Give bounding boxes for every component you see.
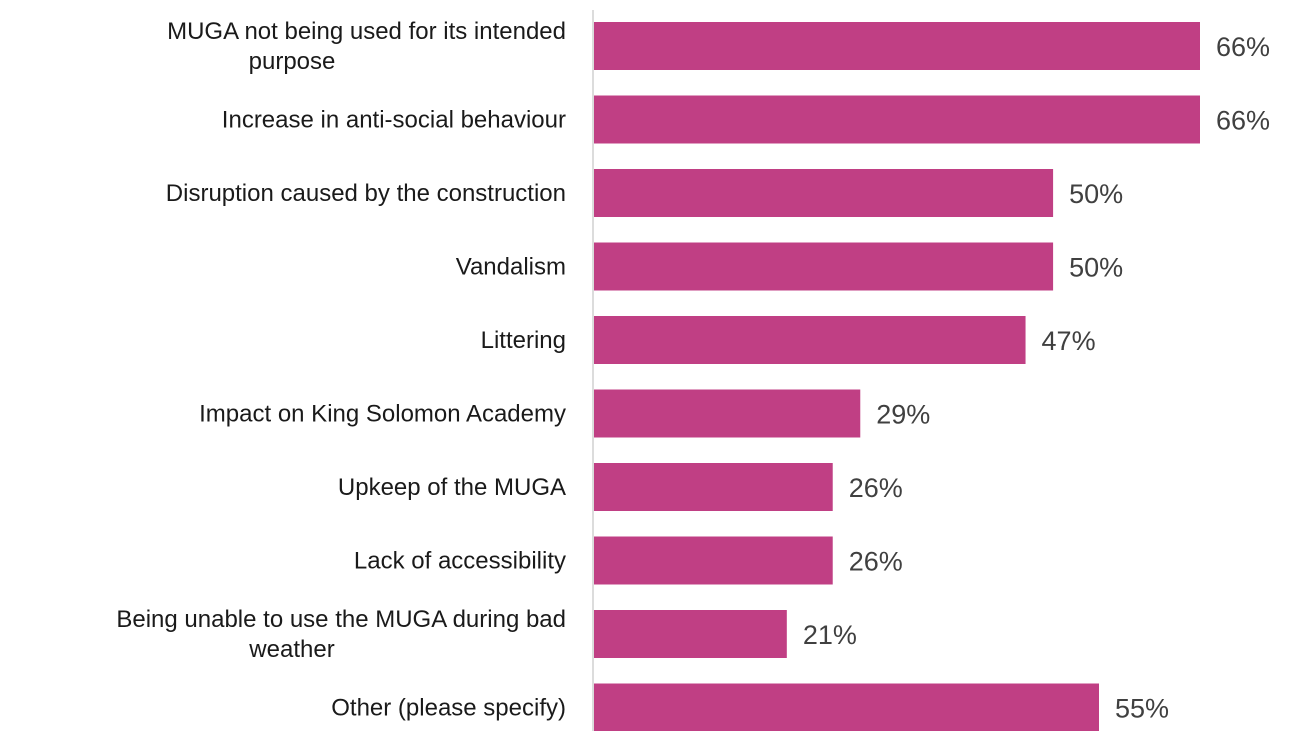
value-label-1: 66% bbox=[1216, 32, 1270, 62]
value-label-6: 29% bbox=[876, 400, 930, 430]
bar-1 bbox=[594, 22, 1200, 70]
category-label-3: Disruption caused by the construction bbox=[166, 180, 566, 207]
category-label-4: Vandalism bbox=[456, 254, 566, 281]
bar-5 bbox=[594, 316, 1026, 364]
category-labels-group: MUGA not being used for its intended purp… bbox=[116, 18, 566, 722]
category-label-9-line-1: Being unable to use the MUGA during bad bbox=[116, 606, 566, 633]
category-label-2: Increase in anti-social behaviour bbox=[222, 107, 566, 134]
bar-7 bbox=[594, 463, 833, 511]
category-label-6: Impact on King Solomon Academy bbox=[199, 401, 566, 428]
bar-2 bbox=[594, 95, 1200, 144]
category-label-7: Upkeep of the MUGA bbox=[338, 474, 566, 501]
value-label-2: 66% bbox=[1216, 106, 1270, 136]
value-label-5: 47% bbox=[1042, 326, 1096, 356]
bar-3 bbox=[594, 169, 1054, 217]
bars-group bbox=[594, 22, 1200, 732]
value-label-3: 50% bbox=[1069, 179, 1123, 209]
bar-4 bbox=[594, 242, 1054, 291]
category-label-1: MUGA not being used for its intended purp… bbox=[167, 18, 566, 75]
value-label-4: 50% bbox=[1069, 253, 1123, 283]
category-label-9: Being unable to use the MUGA during bad w… bbox=[116, 606, 566, 663]
value-label-10: 55% bbox=[1115, 694, 1169, 724]
bar-10 bbox=[594, 683, 1099, 732]
value-label-8: 26% bbox=[849, 547, 903, 577]
bar-6 bbox=[594, 389, 861, 438]
value-label-7: 26% bbox=[849, 473, 903, 503]
value-label-9: 21% bbox=[803, 620, 857, 650]
category-label-8: Lack of accessibility bbox=[354, 548, 566, 575]
value-labels-group: 66% 66% 50% 50% 47% 29% 26% 26% 21% 55% bbox=[803, 32, 1270, 724]
category-label-5: Littering bbox=[481, 327, 566, 354]
category-label-10: Other (please specify) bbox=[331, 695, 566, 722]
bar-9 bbox=[594, 610, 787, 658]
category-label-1-line-2: purpose bbox=[249, 48, 336, 75]
category-label-1-line-1: MUGA not being used for its intended bbox=[167, 18, 566, 45]
bar-8 bbox=[594, 536, 833, 585]
category-label-9-line-2: weather bbox=[248, 636, 334, 663]
